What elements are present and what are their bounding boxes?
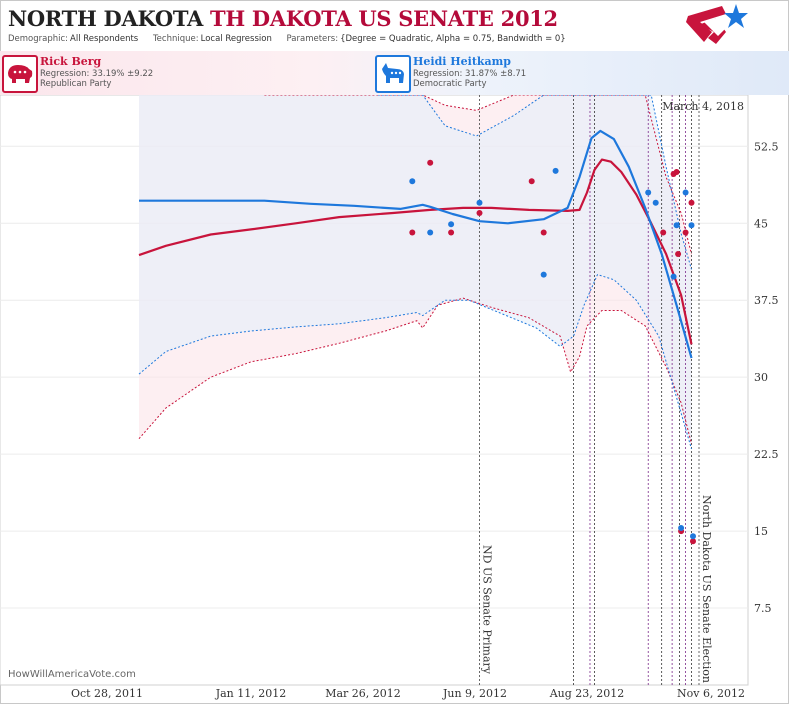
- confidence-band-dem: [139, 95, 692, 449]
- y-tick-label: 22.5: [754, 448, 779, 461]
- poll-point-dem: [540, 271, 547, 278]
- state-name: NORTH DAKOTA: [8, 6, 204, 31]
- poll-point-rep: [675, 251, 682, 257]
- trend-line-dem: [139, 129, 693, 359]
- poll-point-dem: [448, 221, 455, 228]
- date-label: March 4, 2018: [662, 100, 744, 113]
- lower-bound-dem: [138, 273, 692, 450]
- poll-point-dem: [652, 199, 659, 206]
- elephant-icon: [2, 55, 38, 93]
- y-tick-label: 15: [754, 525, 768, 538]
- poll-points: [409, 159, 696, 545]
- donkey-icon: [375, 55, 411, 93]
- dem-party: Democratic Party: [413, 79, 487, 89]
- x-tick-label: Jan 11, 2012: [215, 687, 287, 700]
- axes: 7.5 15 22.5 30 37.5 45 52.5 Oct 28, 2011 Jan 11,…: [71, 140, 779, 700]
- rep-name: Rick Berg: [40, 55, 102, 68]
- x-tick-label: Jun 9, 2012: [442, 687, 507, 700]
- poll-point-rep: [673, 169, 680, 175]
- y-tick-label: 37.5: [754, 294, 779, 307]
- technique-label: Technique:: [152, 34, 199, 44]
- poll-point-dem: [645, 189, 652, 196]
- poll-point-dem: [690, 533, 696, 540]
- poll-point-dem: [409, 178, 416, 185]
- poll-point-rep: [528, 178, 535, 185]
- dem-regression: Regression: 31.87% ±8.71: [413, 69, 527, 79]
- poll-point-rep: [476, 210, 483, 216]
- y-tick-label: 52.5: [754, 140, 779, 153]
- poll-point-rep: [660, 229, 667, 236]
- poll-point-dem: [678, 525, 685, 531]
- annotation-label: ND US Senate Primary: [480, 545, 493, 675]
- demographic-label: Demographic:: [8, 34, 69, 44]
- poll-point-rep: [688, 199, 695, 206]
- y-tick-label: 30: [754, 371, 768, 384]
- site-credit: HowWillAmericaVote.com: [8, 669, 136, 680]
- y-tick-label: 45: [754, 217, 768, 230]
- poll-point-dem: [476, 199, 483, 206]
- x-tick-label: Nov 6, 2012: [677, 687, 745, 700]
- technique-value: Local Regression: [200, 34, 272, 44]
- poll-point-rep: [540, 229, 547, 236]
- method-line: Demographic: All Respondents Technique: Lo…: [8, 34, 578, 44]
- event-lines: ND US Senate Primary North Dakota US Sena…: [479, 95, 744, 685]
- poll-point-rep: [427, 159, 434, 166]
- poll-point-dem: [427, 229, 434, 236]
- x-tick-label: Mar 26, 2012: [325, 687, 401, 700]
- trend-line-rep: [138, 158, 693, 345]
- y-tick-label: 7.5: [754, 602, 772, 615]
- page-title: NORTH DAKOTA TH DAKOTA US SENATE 2012: [8, 6, 558, 31]
- demographic-value: All Respondents: [70, 34, 139, 44]
- dem-name: Heidi Heitkamp: [413, 55, 512, 68]
- series: [138, 95, 693, 450]
- rep-party: Republican Party: [40, 79, 112, 89]
- race-name: TH DAKOTA US SENATE 2012: [210, 6, 558, 31]
- x-tick-label: Oct 28, 2011: [71, 687, 143, 700]
- annotation-label: North Dakota US Senate Election: [700, 495, 713, 683]
- rep-regression: Regression: 33.19% ±9.22: [40, 69, 154, 79]
- site-logo-icon: [686, 4, 748, 44]
- poll-point-dem: [670, 273, 677, 280]
- poll-point-rep: [690, 538, 696, 545]
- poll-point-dem: [682, 189, 689, 196]
- poll-point-dem: [688, 222, 695, 229]
- poll-point-rep: [409, 229, 416, 236]
- poll-point-dem: [673, 222, 680, 229]
- poll-point-rep: [682, 229, 689, 236]
- x-tick-label: Aug 23, 2012: [549, 687, 625, 700]
- parameters-label: Parameters:: [286, 34, 339, 44]
- parameters-value: {Degree = Quadratic, Alpha = 0.75, Bandw…: [340, 34, 566, 44]
- poll-point-dem: [552, 167, 559, 174]
- lower-bound-rep: [138, 297, 692, 445]
- upper-bound-dem: [377, 95, 692, 270]
- regression-chart: ND US Senate Primary North Dakota US Sena…: [0, 95, 779, 700]
- poll-point-rep: [448, 229, 455, 236]
